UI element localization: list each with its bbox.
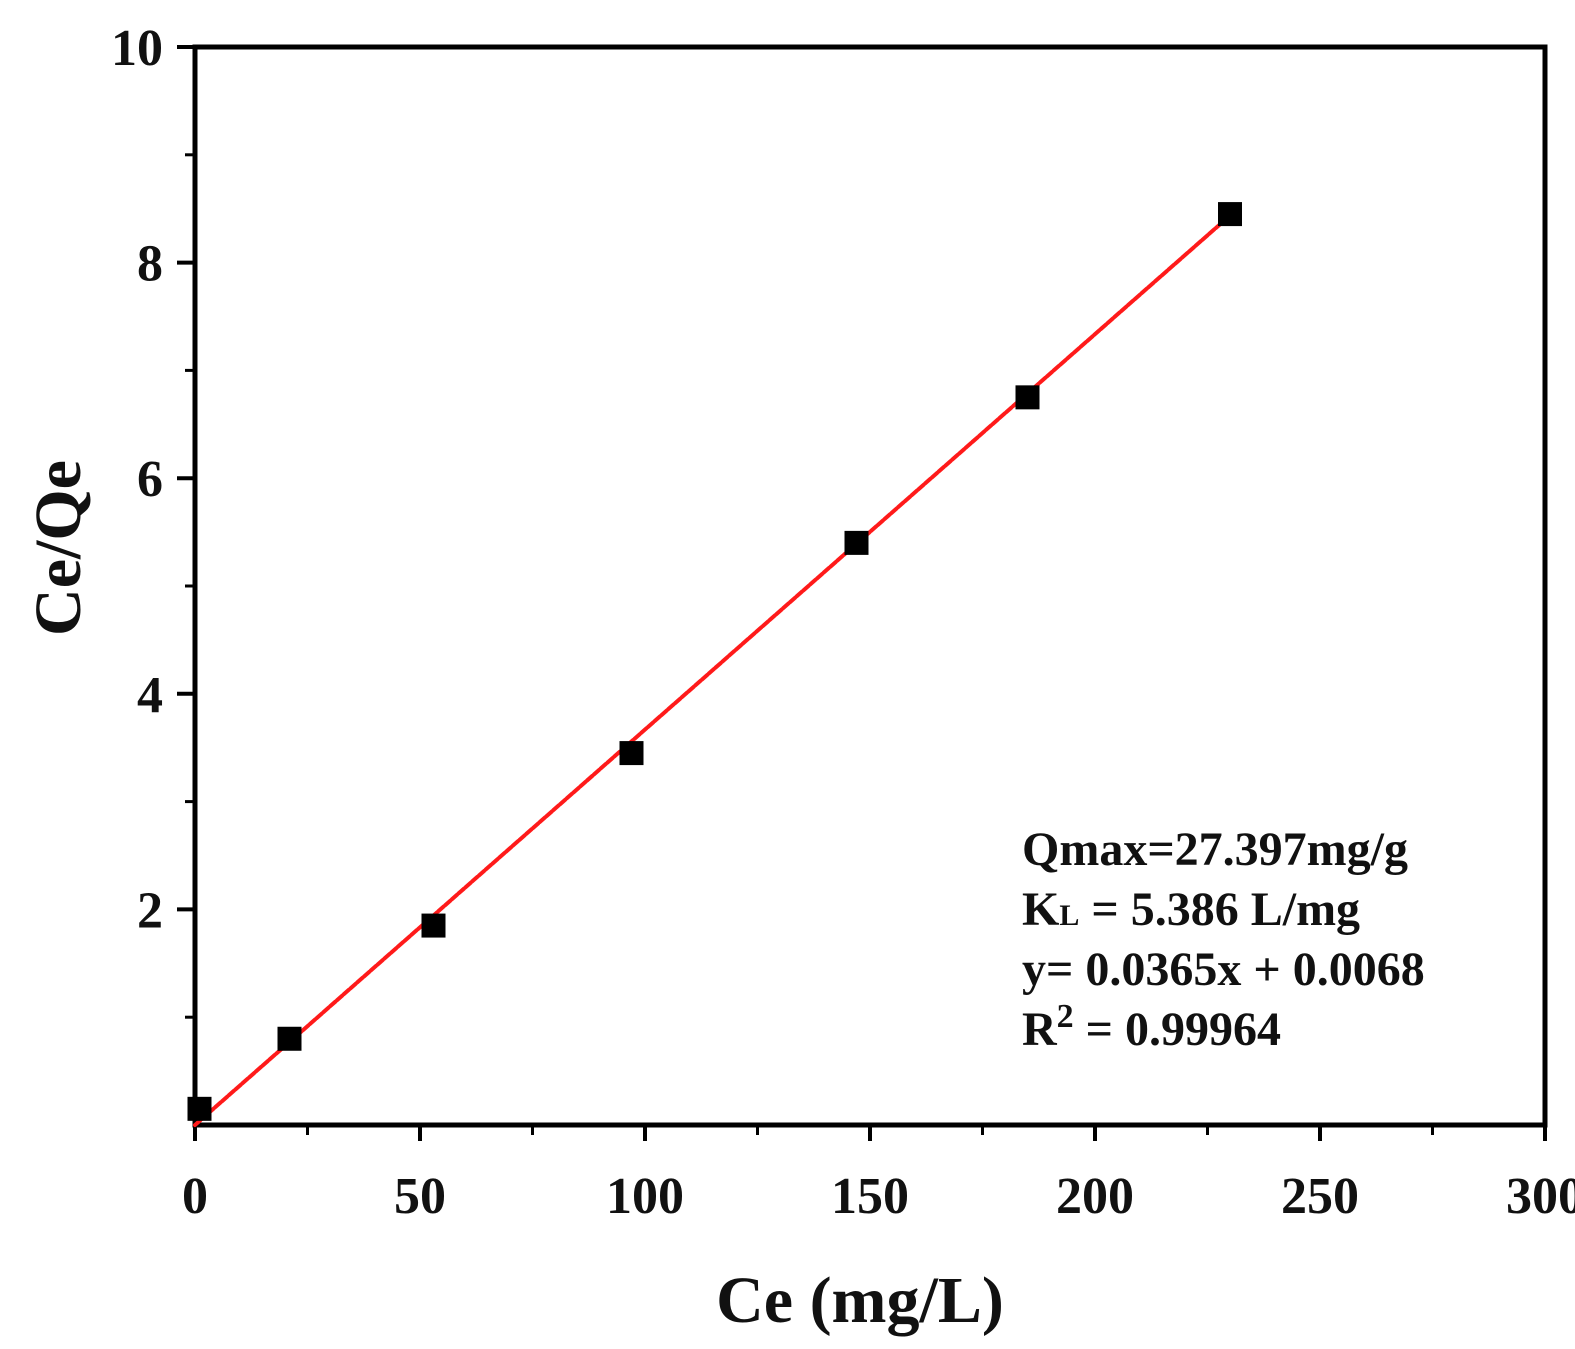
x-tick-label: 50 <box>394 1168 446 1225</box>
x-tick-label: 100 <box>606 1168 684 1225</box>
annotation-qmax: Qmax=27.397mg/g <box>1022 823 1408 876</box>
y-axis-title: Ce/Qe <box>22 460 95 636</box>
x-tick-label: 200 <box>1056 1168 1134 1225</box>
r2-value: = 0.99964 <box>1074 1003 1281 1056</box>
kl-subscript: L <box>1059 899 1079 932</box>
data-point <box>844 530 869 555</box>
data-point <box>619 741 644 766</box>
data-points-layer <box>187 202 1242 1121</box>
y-axis: 2 4 6 8 10 <box>111 20 195 1019</box>
data-point <box>187 1096 212 1121</box>
annotation-r2: R2 = 0.99964 <box>1022 998 1281 1056</box>
r2-superscript: 2 <box>1057 998 1074 1035</box>
x-tick-label: 300 <box>1506 1168 1575 1225</box>
fit-line <box>193 217 1228 1127</box>
y-tick-label: 8 <box>137 236 163 293</box>
fit-line-layer <box>193 217 1228 1127</box>
data-point <box>277 1026 302 1051</box>
x-tick-label: 150 <box>831 1168 909 1225</box>
kl-value: = 5.386 L/mg <box>1079 883 1360 936</box>
y-tick-label: 6 <box>137 451 163 508</box>
y-tick-label: 2 <box>137 882 163 939</box>
x-axis-title: Ce (mg/L) <box>716 1264 1004 1337</box>
x-tick-label: 0 <box>182 1168 208 1225</box>
data-point <box>421 913 446 938</box>
annotation-kl: KL = 5.386 L/mg <box>1022 883 1360 936</box>
data-point <box>1015 385 1040 410</box>
annotation-equation: y= 0.0365x + 0.0068 <box>1022 943 1425 996</box>
r2-prefix: R <box>1022 1003 1058 1056</box>
fit-annotation: Qmax=27.397mg/g KL = 5.386 L/mg y= 0.036… <box>1022 823 1425 1056</box>
kl-prefix: K <box>1022 883 1059 936</box>
data-point <box>1218 202 1242 227</box>
y-tick-label: 4 <box>137 667 163 724</box>
y-tick-label: 10 <box>111 20 163 77</box>
x-tick-label: 250 <box>1281 1168 1359 1225</box>
x-axis: 0 50 100 150 200 250 300 <box>182 1125 1575 1225</box>
